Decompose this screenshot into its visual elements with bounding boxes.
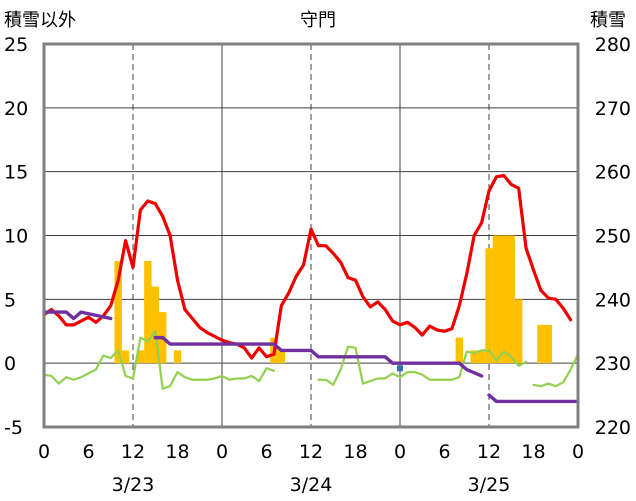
left-axis-label: 積雪以外	[4, 10, 76, 31]
x-tick-label: 0	[216, 441, 228, 463]
x-tick-label: 0	[394, 441, 406, 463]
precipitation-bar	[485, 248, 493, 364]
x-tick-label: 12	[477, 441, 501, 463]
wind-line	[532, 353, 580, 388]
y-left-tick-label: 15	[4, 162, 28, 184]
x-tick-label: 6	[260, 441, 272, 463]
x-tick-label: 12	[121, 441, 145, 463]
x-tick-label: 6	[438, 441, 450, 463]
plot-frame	[42, 42, 580, 429]
snow_marker-point	[397, 365, 403, 372]
precipitation-bar	[507, 235, 515, 364]
precipitation-bar	[544, 324, 553, 364]
wind-line	[42, 330, 276, 390]
x-tick-label: 0	[572, 441, 584, 463]
date-label: 3/24	[290, 474, 333, 496]
y-right-tick-label: 250	[595, 226, 631, 248]
snow_depth-line	[487, 393, 580, 404]
precipitation-bar	[121, 350, 130, 364]
y-left-tick-label: 0	[4, 353, 16, 375]
chart-title: 守門	[300, 10, 336, 31]
x-tick-label: 6	[82, 441, 94, 463]
right-axis-label: 積雪	[590, 10, 626, 31]
snow_depth-line	[153, 335, 484, 378]
x-tick-label: 12	[299, 441, 323, 463]
x-tick-label: 18	[343, 441, 367, 463]
precipitation-bar	[144, 261, 152, 364]
series-lines	[42, 173, 580, 404]
precipitation-bar	[514, 299, 523, 364]
y-left-tick-label: 10	[4, 226, 28, 248]
grid	[44, 44, 578, 427]
x-tick-label: 18	[165, 441, 189, 463]
y-right-tick-label: 280	[595, 34, 631, 56]
precipitation-bar	[114, 261, 122, 364]
y-left-tick-label: 25	[4, 34, 28, 56]
axis-labels: 25 20 15 10 5 0 -5 280 270 260 250 240 230 220 0 6 12 18 0…	[4, 34, 631, 496]
y-left-tick-label: -5	[4, 417, 23, 439]
y-right-tick-label: 260	[595, 162, 631, 184]
y-right-tick-label: 270	[595, 98, 631, 120]
date-label: 3/23	[112, 474, 155, 496]
y-right-tick-label: 220	[595, 417, 631, 439]
date-label: 3/25	[468, 474, 511, 496]
precipitation-bar	[277, 350, 286, 364]
y-left-tick-label: 20	[4, 98, 28, 120]
precipitation-bar	[477, 350, 486, 364]
precipitation-bar	[173, 350, 182, 364]
y-right-tick-label: 230	[595, 353, 631, 375]
y-right-tick-label: 240	[595, 289, 631, 311]
snow_depth-line	[42, 310, 113, 321]
precipitation-bar	[151, 286, 159, 364]
x-tick-label: 0	[38, 441, 50, 463]
wind-line	[317, 345, 528, 386]
precipitation-bar	[136, 350, 145, 364]
temperature-line	[42, 173, 573, 360]
precipitation-bar	[470, 350, 478, 364]
y-left-tick-label: 5	[4, 289, 16, 311]
precipitation-bar	[500, 235, 508, 364]
precipitation-bar	[492, 235, 501, 364]
precipitation-bars	[114, 235, 553, 364]
precipitation-bar	[455, 337, 464, 364]
x-tick-label: 18	[521, 441, 545, 463]
precipitation-bar	[537, 324, 545, 364]
